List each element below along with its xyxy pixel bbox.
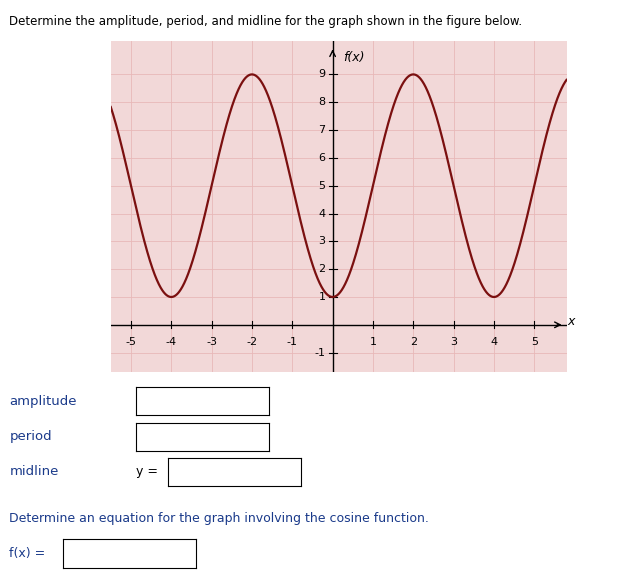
Text: -1: -1: [287, 338, 298, 347]
Text: 1: 1: [318, 292, 325, 302]
Text: 9: 9: [318, 69, 325, 80]
Text: -2: -2: [246, 338, 258, 347]
Text: y =: y =: [136, 465, 158, 478]
Text: 4: 4: [491, 338, 498, 347]
Text: 5: 5: [530, 338, 538, 347]
Text: 4: 4: [318, 209, 325, 219]
Text: -3: -3: [206, 338, 217, 347]
Text: f(x) =: f(x) =: [9, 547, 46, 560]
Text: 6: 6: [318, 153, 325, 163]
Text: -1: -1: [315, 347, 325, 357]
Text: -4: -4: [166, 338, 177, 347]
Text: f(x): f(x): [342, 51, 364, 64]
Text: 3: 3: [318, 236, 325, 246]
Text: 5: 5: [318, 180, 325, 190]
Text: x: x: [567, 315, 575, 328]
Text: -5: -5: [125, 338, 137, 347]
Text: period: period: [9, 430, 52, 443]
Text: 7: 7: [318, 125, 325, 135]
Text: Determine an equation for the graph involving the cosine function.: Determine an equation for the graph invo…: [9, 512, 429, 525]
Text: 8: 8: [318, 97, 325, 107]
Text: 2: 2: [318, 264, 325, 274]
Text: midline: midline: [9, 465, 59, 478]
Text: Determine the amplitude, period, and midline for the graph shown in the figure b: Determine the amplitude, period, and mid…: [9, 15, 523, 28]
Text: 2: 2: [410, 338, 417, 347]
Text: 1: 1: [370, 338, 377, 347]
Text: amplitude: amplitude: [9, 395, 77, 408]
Text: 3: 3: [450, 338, 457, 347]
